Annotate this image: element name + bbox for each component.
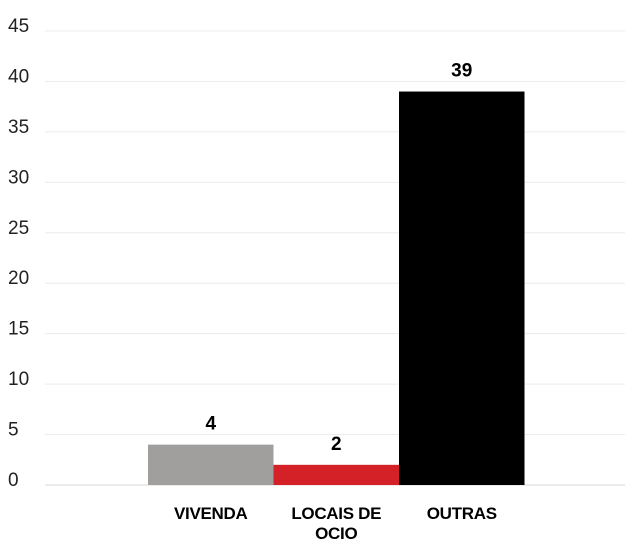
- y-tick-label: 10: [8, 369, 29, 390]
- y-tick-label: 5: [8, 420, 19, 441]
- y-tick-label: 25: [8, 218, 29, 239]
- y-tick-label: 15: [8, 319, 29, 340]
- bar: [399, 91, 525, 486]
- y-tick-label: 20: [8, 268, 29, 289]
- bar: [273, 464, 399, 485]
- y-tick-label: 40: [8, 66, 29, 87]
- value-label: 39: [451, 61, 472, 82]
- x-tick-label: OUTRAS: [426, 504, 497, 523]
- y-tick-label: 30: [8, 167, 29, 188]
- value-label: 4: [205, 414, 216, 435]
- y-tick-label: 45: [8, 16, 29, 37]
- y-tick-label: 0: [8, 470, 19, 491]
- x-tick-label: LOCAIS DE OCIO: [291, 504, 382, 543]
- bar: [148, 444, 274, 485]
- x-tick-label: VIVENDA: [174, 504, 248, 523]
- y-tick-label: 35: [8, 117, 29, 138]
- value-label: 2: [331, 434, 342, 455]
